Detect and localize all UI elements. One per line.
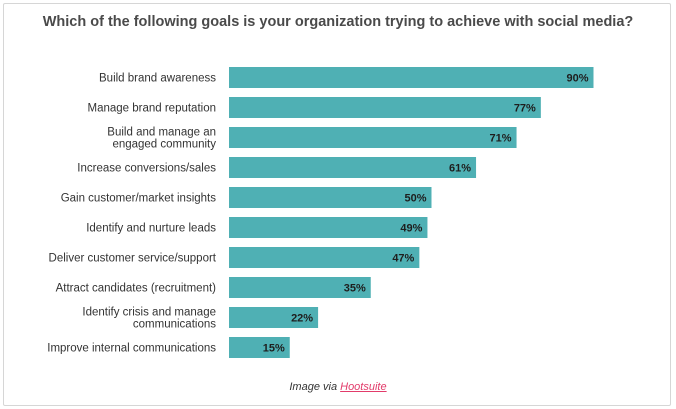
caption-prefix: Image via [289,381,341,393]
bar-value-label: 77% [514,103,536,115]
bar [229,97,541,118]
bars-group [229,67,594,358]
bar-value-label: 15% [263,343,285,355]
bar [229,67,594,88]
category-label: Attract candidates (recruitment) [56,283,217,295]
image-caption: Image via Hootsuite [0,381,676,393]
category-label: Build and manage an engaged community [107,127,216,151]
bar [229,187,432,208]
bar [229,217,428,238]
value-labels: 90% 77% 71% 61% 50% 49% 47% 35% 22% 15% [263,73,589,355]
bar-value-label: 61% [449,163,471,175]
category-label: Identify crisis and manage communications [82,307,216,331]
bar [229,307,319,328]
chart-title: Which of the following goals is your org… [42,14,634,30]
category-labels: Build brand awareness Manage brand reputa… [47,73,217,355]
category-label: Manage brand reputation [87,103,216,115]
category-label: Deliver customer service/support [49,253,217,265]
bar [229,127,517,148]
category-label: Build brand awareness [99,73,216,85]
category-label: Gain customer/market insights [61,193,217,205]
bar [229,247,420,268]
category-label: Increase conversions/sales [77,163,216,175]
category-label: Improve internal communications [47,343,216,355]
bar [229,337,290,358]
bar-value-label: 50% [404,193,426,205]
bar [229,277,371,298]
bar-value-label: 47% [392,253,414,265]
bar-value-label: 71% [490,133,512,145]
bar-value-label: 90% [566,73,588,85]
bar-value-label: 49% [400,223,422,235]
bar-value-label: 22% [291,313,313,325]
category-label: Identify and nurture leads [86,223,216,235]
bar-value-label: 35% [344,283,366,295]
bar [229,157,477,178]
hootsuite-link[interactable]: Hootsuite [340,381,387,393]
